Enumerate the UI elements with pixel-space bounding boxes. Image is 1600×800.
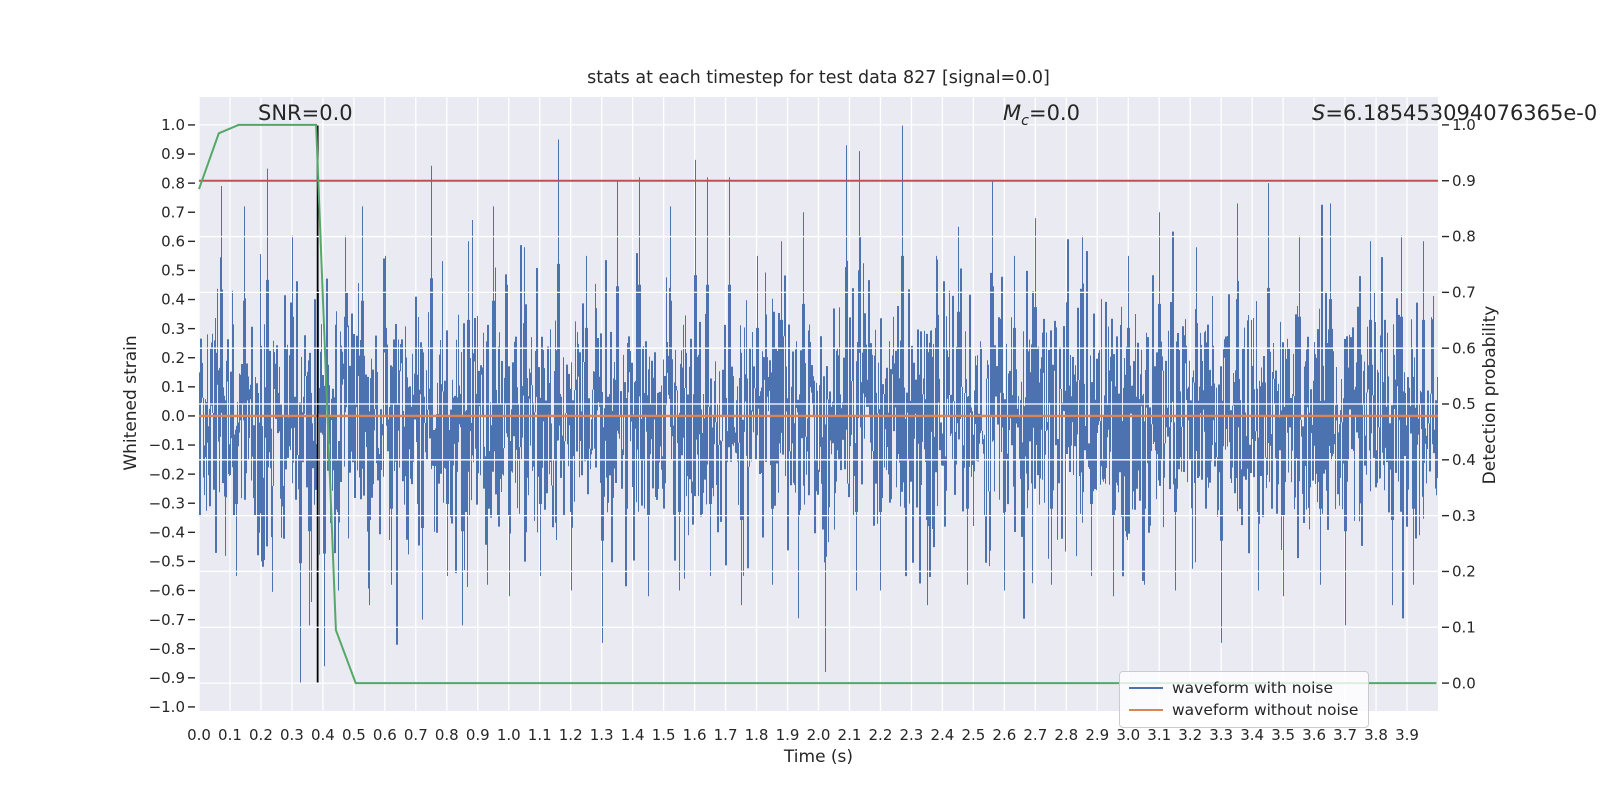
tick-label: 3.9 (1395, 726, 1419, 744)
legend: waveform with noise waveform without noi… (1119, 671, 1370, 728)
tick-label: 0.6 (1452, 339, 1476, 357)
tick-label: 0.9 (1452, 172, 1476, 190)
tick-label: 3.5 (1271, 726, 1295, 744)
tick-label: 1.0 (1452, 116, 1476, 134)
tick-label: −1.0 (149, 698, 185, 716)
tick-label: 0.4 (311, 726, 335, 744)
tick-label: 1.1 (528, 726, 552, 744)
tick-label: −0.8 (149, 640, 185, 658)
tick-label: −0.4 (149, 524, 185, 542)
tick-label: 2.6 (992, 726, 1016, 744)
series-detection-probability (198, 123, 1437, 685)
tick-label: 3.4 (1240, 726, 1264, 744)
tick-label: 2.4 (930, 726, 954, 744)
annotation-snr: SNR=0.0 (258, 101, 353, 125)
tick-marks (188, 124, 1449, 708)
tick-label: −0.2 (149, 465, 185, 483)
tick-label: 3.2 (1178, 726, 1202, 744)
tick-label: 2.0 (807, 726, 831, 744)
tick-label: 0.8 (435, 726, 459, 744)
tick-label: 2.9 (1085, 726, 1109, 744)
tick-label: 3.3 (1209, 726, 1233, 744)
tick-label: 0.9 (466, 726, 490, 744)
tick-label: 0.3 (1452, 507, 1476, 525)
chirp-mass-symbol: M (1003, 101, 1022, 125)
right-axis-label: Detection probability (1480, 305, 1500, 485)
tick-label: 3.6 (1302, 726, 1326, 744)
s-symbol: S (1312, 101, 1326, 125)
tick-label: 0.7 (161, 203, 185, 221)
tick-label: 0.2 (161, 349, 185, 367)
tick-label: 1.3 (590, 726, 614, 744)
tick-label: 0.8 (1452, 228, 1476, 246)
tick-label: 1.8 (745, 726, 769, 744)
tick-label: 2.8 (1054, 726, 1078, 744)
tick-label: 0.8 (161, 174, 185, 192)
tick-label: 0.4 (161, 291, 185, 309)
legend-item-waveform-with-noise: waveform with noise (1129, 677, 1358, 699)
chirp-mass-value: =0.0 (1028, 101, 1080, 125)
tick-label: 0.5 (342, 726, 366, 744)
tick-label: 0.6 (161, 233, 185, 251)
tick-label: −0.1 (149, 436, 185, 454)
tick-label: 2.1 (838, 726, 862, 744)
tick-label: 0.1 (161, 378, 185, 396)
tick-label: 0.7 (1452, 284, 1476, 302)
legend-line-sample-with-noise (1129, 686, 1163, 690)
chart-title: stats at each timestep for test data 827… (587, 68, 1050, 88)
tick-label: 0.4 (1452, 451, 1476, 469)
tick-label: 0.2 (249, 726, 273, 744)
chirp-mass-subscript: c (1021, 113, 1029, 130)
tick-label: 0.2 (1452, 563, 1476, 581)
tick-label: −0.5 (149, 553, 185, 571)
tick-label: 0.0 (187, 726, 211, 744)
tick-label: 0.3 (280, 726, 304, 744)
tick-label: 1.2 (559, 726, 583, 744)
tick-label: 1.0 (161, 116, 185, 134)
annotation-s-statistic: S=6.185453094076365e-0 (1312, 101, 1597, 125)
x-axis-label: Time (s) (783, 747, 854, 767)
legend-label-with-noise: waveform with noise (1172, 679, 1333, 697)
tick-label: 2.5 (961, 726, 985, 744)
tick-label: 0.6 (373, 726, 397, 744)
tick-label: 0.9 (161, 145, 185, 163)
tick-label: 0.0 (1452, 674, 1476, 692)
tick-label: 1.7 (714, 726, 738, 744)
tick-label: 1.0 (497, 726, 521, 744)
series-waveform-with-noise (199, 124, 1438, 684)
tick-label: 0.5 (1452, 395, 1476, 413)
tick-label: 0.7 (404, 726, 428, 744)
tick-label: 1.4 (621, 726, 645, 744)
tick-label: 2.3 (899, 726, 923, 744)
s-value: =6.185453094076365e-0 (1325, 101, 1598, 125)
tick-label: 0.3 (161, 320, 185, 338)
tick-label: 2.7 (1023, 726, 1047, 744)
tick-label: 1.5 (652, 726, 676, 744)
tick-labels: 0.0 0.1 0.2 0.3 0.4 0.5 0.6 0.7 0.8 0.9 1.0 1.1 1.2 1… (149, 116, 1476, 744)
tick-label: 0.5 (161, 262, 185, 280)
tick-label: 3.0 (1116, 726, 1140, 744)
left-axis-label: Whitened strain (121, 335, 141, 471)
legend-line-sample-without-noise (1129, 708, 1163, 712)
tick-label: −0.3 (149, 494, 185, 512)
tick-label: 1.9 (776, 726, 800, 744)
tick-label: 0.0 (161, 407, 185, 425)
tick-label: 3.8 (1364, 726, 1388, 744)
tick-label: 2.2 (869, 726, 893, 744)
tick-label: 1.6 (683, 726, 707, 744)
tick-label: 3.7 (1333, 726, 1357, 744)
tick-label: 0.1 (1452, 618, 1476, 636)
tick-label: −0.7 (149, 611, 185, 629)
tick-label: 0.1 (218, 726, 242, 744)
tick-label: −0.9 (149, 669, 185, 687)
annotation-chirp-mass: Mc=0.0 (1003, 101, 1080, 129)
legend-item-waveform-without-noise: waveform without noise (1129, 699, 1358, 721)
tick-label: −0.6 (149, 582, 185, 600)
tick-label: 3.1 (1147, 726, 1171, 744)
legend-label-without-noise: waveform without noise (1172, 701, 1359, 719)
